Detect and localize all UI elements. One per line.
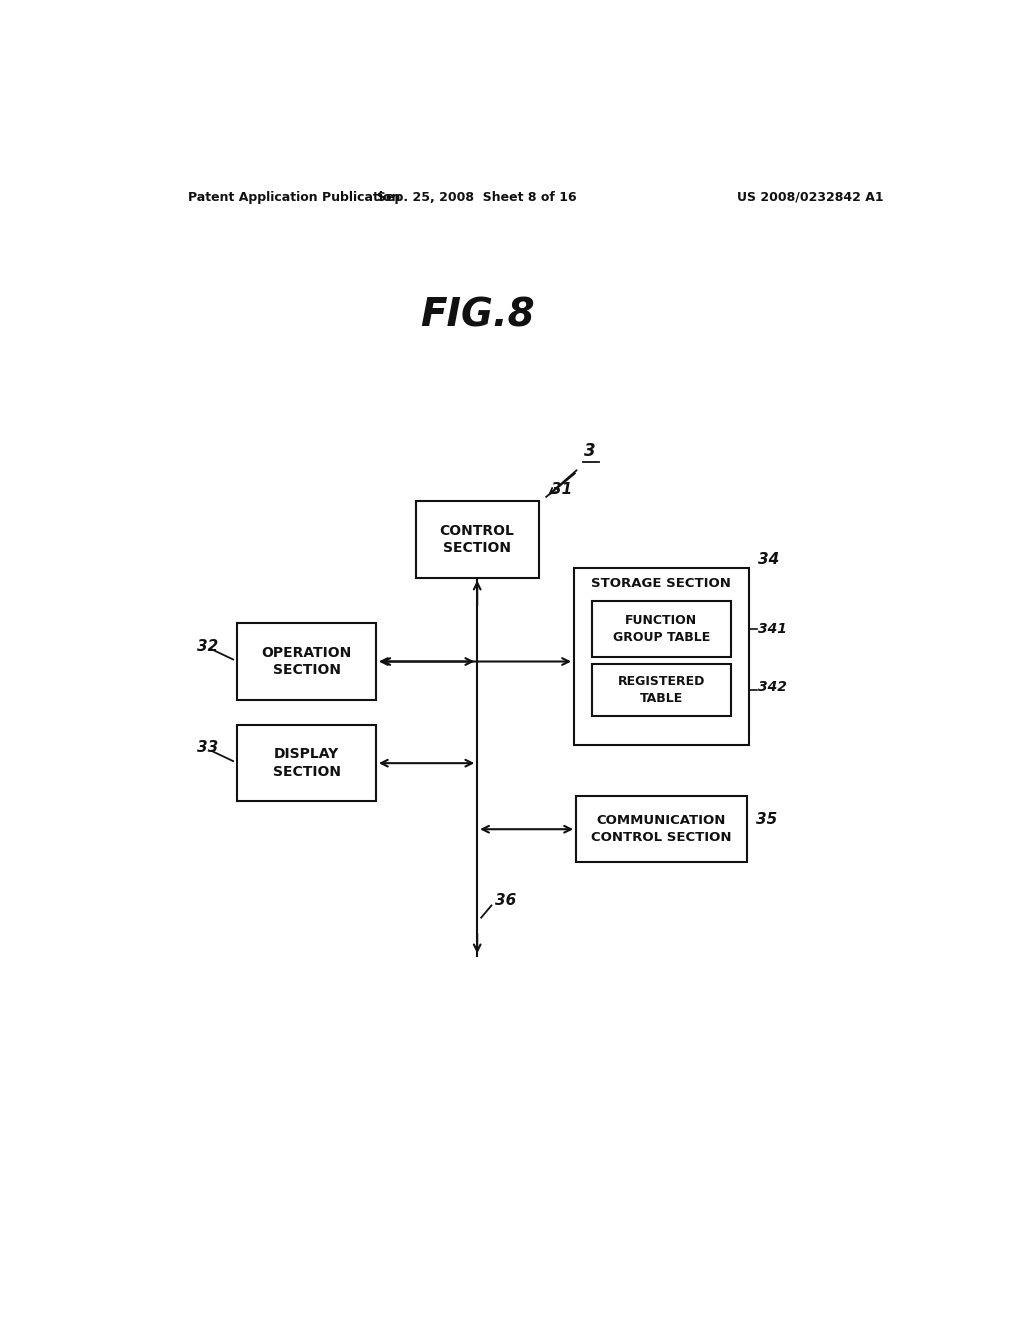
Text: DISPLAY
SECTION: DISPLAY SECTION bbox=[272, 747, 341, 779]
Bar bbox=[574, 568, 749, 746]
Text: US 2008/0232842 A1: US 2008/0232842 A1 bbox=[737, 190, 884, 203]
Text: 34: 34 bbox=[758, 552, 779, 566]
Text: FUNCTION
GROUP TABLE: FUNCTION GROUP TABLE bbox=[612, 614, 710, 644]
Text: 36: 36 bbox=[495, 892, 516, 908]
Text: REGISTERED
TABLE: REGISTERED TABLE bbox=[617, 676, 705, 705]
Text: OPERATION
SECTION: OPERATION SECTION bbox=[261, 645, 351, 677]
Bar bbox=[592, 664, 731, 717]
Text: 3: 3 bbox=[585, 442, 596, 461]
Text: Sep. 25, 2008  Sheet 8 of 16: Sep. 25, 2008 Sheet 8 of 16 bbox=[378, 190, 577, 203]
Text: FIG.8: FIG.8 bbox=[420, 297, 535, 335]
Text: Patent Application Publication: Patent Application Publication bbox=[187, 190, 400, 203]
Bar bbox=[416, 502, 539, 578]
Text: 35: 35 bbox=[756, 812, 777, 826]
Text: 341: 341 bbox=[758, 622, 787, 636]
Text: CONTROL
SECTION: CONTROL SECTION bbox=[439, 524, 515, 556]
Text: 31: 31 bbox=[551, 482, 571, 496]
Bar bbox=[238, 725, 376, 801]
Text: COMMUNICATION
CONTROL SECTION: COMMUNICATION CONTROL SECTION bbox=[591, 814, 731, 843]
Text: 32: 32 bbox=[198, 639, 219, 653]
Bar bbox=[592, 601, 731, 657]
Text: 342: 342 bbox=[758, 680, 787, 694]
Text: STORAGE SECTION: STORAGE SECTION bbox=[592, 577, 731, 590]
Bar bbox=[575, 796, 746, 862]
Bar bbox=[238, 623, 376, 700]
Text: 33: 33 bbox=[198, 741, 219, 755]
